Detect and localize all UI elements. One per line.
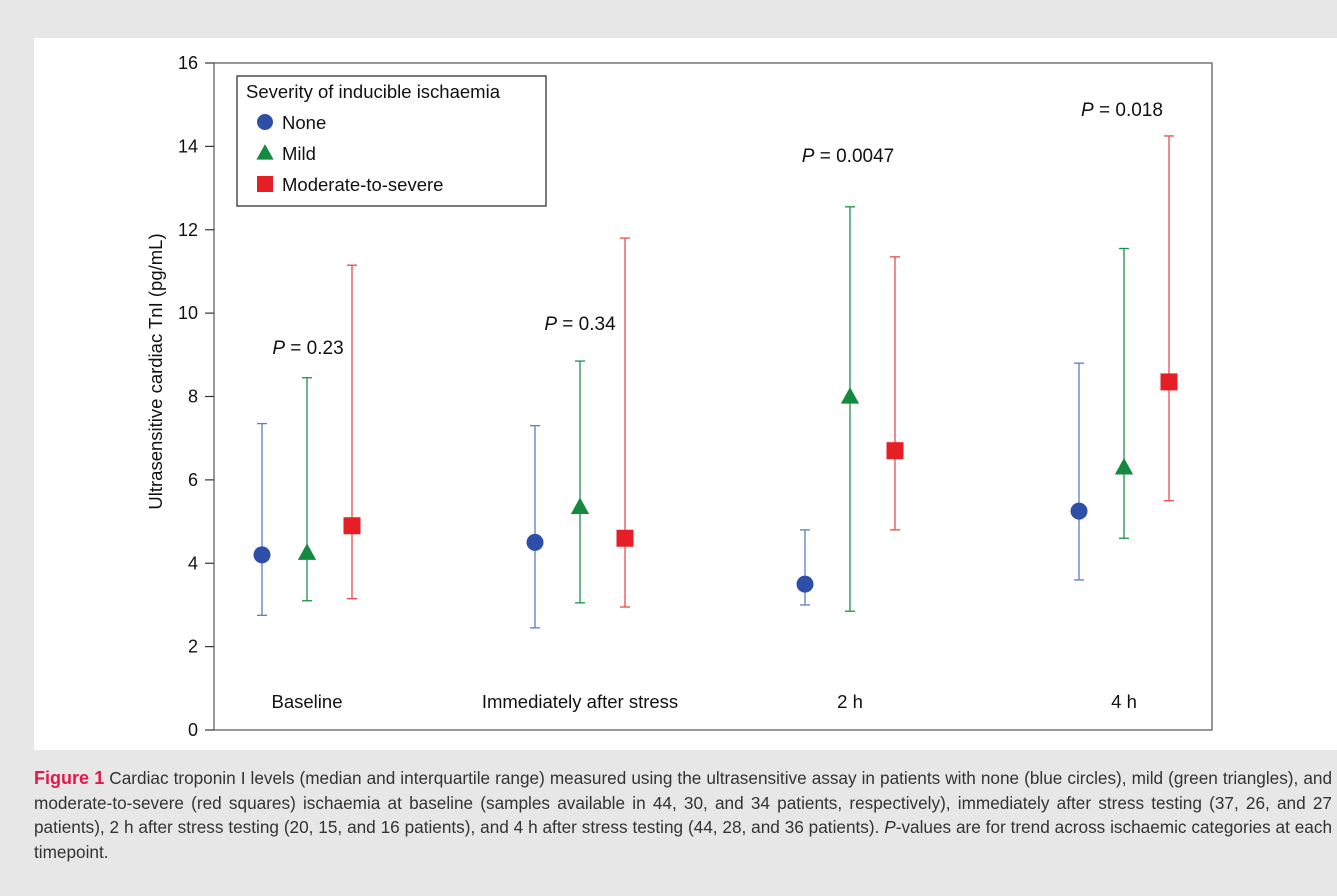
y-axis-label: Ultrasensitive cardiac TnI (pg/mL) — [145, 233, 166, 509]
legend-marker — [256, 144, 274, 160]
y-tick-label: 16 — [178, 53, 198, 73]
legend-title: Severity of inducible ischaemia — [246, 81, 501, 102]
legend-marker — [257, 114, 273, 130]
y-tick-label: 8 — [188, 387, 198, 407]
legend-marker — [257, 176, 273, 192]
median-marker — [1070, 502, 1088, 520]
y-tick-label: 6 — [188, 470, 198, 490]
y-tick-label: 14 — [178, 136, 198, 156]
median-marker — [840, 387, 860, 404]
median-marker — [1160, 373, 1178, 391]
legend-entry-label: Moderate-to-severe — [282, 174, 443, 195]
median-marker — [297, 543, 317, 560]
median-marker — [570, 497, 590, 515]
median-marker — [616, 529, 634, 547]
y-tick-label: 12 — [178, 220, 198, 240]
median-marker — [796, 575, 814, 593]
figure-label: Figure 1 — [34, 768, 105, 788]
chart-marks — [253, 135, 1178, 629]
median-marker — [886, 442, 904, 460]
category-label: Baseline — [272, 691, 343, 712]
median-marker — [526, 533, 544, 551]
caption-text: Cardiac troponin I levels (median and in… — [34, 768, 1333, 837]
p-value-label: P = 0.0047 — [802, 146, 894, 167]
median-marker — [1114, 457, 1134, 475]
median-marker — [343, 517, 361, 535]
p-value-label: P = 0.23 — [272, 338, 343, 359]
y-tick-label: 10 — [178, 303, 198, 323]
chart-legend: Severity of inducible ischaemia None Mild M… — [236, 75, 547, 207]
figure-caption: Figure 1 Cardiac troponin I levels (medi… — [34, 766, 1332, 864]
p-value-label: P = 0.018 — [1081, 100, 1163, 121]
chart: 0 2 4 6 8 10 12 14 16 Ultrasensitive cardiac TnI … — [145, 53, 1213, 740]
p-value-label: P = 0.34 — [544, 314, 616, 335]
category-label: 4 h — [1111, 691, 1137, 712]
y-tick-label: 0 — [188, 720, 198, 740]
legend-entry-label: Mild — [282, 143, 316, 164]
category-label: Immediately after stress — [482, 691, 678, 712]
legend-entry-label: None — [282, 112, 326, 133]
caption-body: Cardiac troponin I levels (median and in… — [34, 768, 1332, 862]
category-label: 2 h — [837, 691, 863, 712]
y-tick-label: 4 — [188, 553, 198, 573]
chart-axes: 0 2 4 6 8 10 12 14 16 Ultrasensitive cardiac TnI … — [145, 53, 1213, 740]
figure-panel: 0 2 4 6 8 10 12 14 16 Ultrasensitive cardiac TnI … — [34, 38, 1337, 750]
median-marker — [253, 546, 271, 564]
caption-italic-p: P — [884, 817, 896, 837]
y-tick-label: 2 — [188, 637, 198, 657]
caption-text: -values are for trend across ischaemic c… — [34, 817, 1333, 862]
legend-box — [236, 75, 547, 207]
